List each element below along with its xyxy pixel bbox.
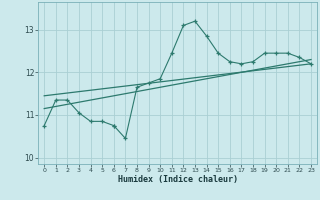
X-axis label: Humidex (Indice chaleur): Humidex (Indice chaleur) <box>118 175 238 184</box>
